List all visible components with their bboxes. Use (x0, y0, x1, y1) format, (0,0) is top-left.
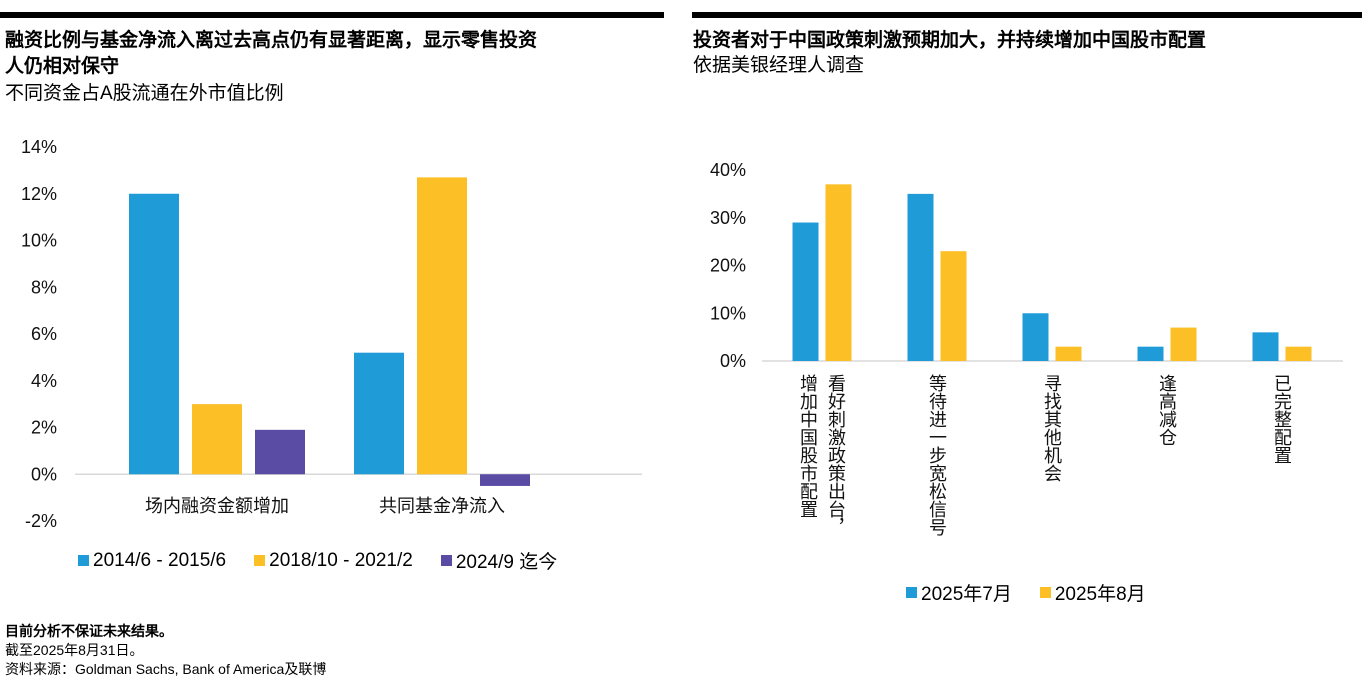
left-bar-chart: 14% 12% 10% 8% 6% 4% 2% 0% -2% 场内融资金额增加 共同基金净流入 (21, 137, 642, 531)
left-legend-item: 2018/10 - 2021/2 (254, 550, 413, 572)
left-legend-item: 2014/6 - 2015/6 (78, 550, 226, 572)
bar (792, 222, 819, 361)
y-tick-label: -2% (25, 511, 57, 531)
y-tick-label: 10% (710, 303, 746, 323)
source-note: 资料来源：Goldman Sachs, Bank of America及联博 (5, 661, 327, 677)
left-top-rule (0, 12, 664, 18)
footnotes: 目前分析不保证未来结果。 截至2025年8月31日。 资料来源：Goldman … (5, 622, 326, 679)
right-chart-title: 投资者对于中国政策刺激预期加大，并持续增加中国股市配置 (693, 30, 1207, 51)
x-category-label: 共同基金净流入 (379, 496, 505, 516)
legend-swatch (254, 555, 266, 566)
right-chart-subtitle: 依据美银经理人调查 (693, 55, 865, 76)
legend-label: 2018/10 - 2021/2 (269, 549, 413, 571)
y-tick-label: 4% (31, 371, 57, 391)
bar (825, 184, 852, 361)
bar (354, 352, 404, 475)
bar (1252, 332, 1279, 361)
y-tick-label: 0% (31, 464, 57, 484)
as-of-note: 截至2025年8月31日。 (5, 642, 144, 658)
right-legend: 2025年7月 2025年8月 (906, 579, 1174, 606)
left-title-line-2: 人仍相对保守 (5, 56, 120, 77)
legend-swatch (1039, 587, 1051, 598)
y-tick-label: 10% (21, 231, 57, 251)
x-category-label: 增加中国股市配置 (798, 374, 818, 518)
bar (129, 193, 179, 475)
y-tick-label: 6% (31, 324, 57, 344)
bar (1022, 313, 1049, 361)
legend-label: 2025年8月 (1054, 584, 1146, 605)
legend-swatch (440, 555, 452, 566)
disclaimer-note: 目前分析不保证未来结果。 (5, 623, 173, 639)
legend-label: 2014/6 - 2015/6 (93, 549, 227, 571)
right-legend-item: 2025年8月 (1039, 579, 1146, 606)
y-tick-label: 8% (31, 277, 57, 297)
x-category-label: 等待进一步宽松信号 (927, 374, 947, 536)
bar (1137, 346, 1164, 361)
right-bar-chart: 40% 30% 20% 10% 0% (710, 160, 1343, 371)
legend-swatch (78, 555, 89, 566)
left-legend-item: 2024/9 迄今 (440, 547, 558, 574)
y-tick-label: 14% (21, 137, 57, 157)
right-legend-item: 2025年7月 (906, 579, 1012, 606)
bar (192, 404, 242, 475)
left-chart-title: 融资比例与基金净流入离过去高点仍有显著距离，显示零售投资 人仍相对保守 (5, 28, 665, 80)
bar (907, 193, 934, 361)
legend-label: 2024/9 迄今 (455, 552, 558, 573)
bar (255, 429, 305, 475)
bar (1170, 327, 1197, 361)
y-tick-label: 12% (21, 184, 57, 204)
left-title-line-1: 融资比例与基金净流入离过去高点仍有显著距离，显示零售投资 (5, 30, 538, 51)
y-tick-label: 30% (710, 208, 746, 228)
x-category-label: 逢高减仓 (1157, 374, 1177, 446)
x-category-label: 已完整配置 (1272, 374, 1292, 464)
bar (480, 474, 530, 486)
bar (1055, 346, 1082, 361)
bar (1285, 346, 1312, 361)
left-legend: 2014/6 - 2015/6 2018/10 - 2021/2 2024/9 迄今 (78, 547, 585, 574)
right-top-rule (692, 12, 1362, 18)
legend-swatch (906, 587, 917, 598)
bar (417, 177, 467, 475)
x-category-label: 寻找其他机会 (1042, 374, 1062, 482)
x-category-label: 场内融资金额增加 (145, 496, 289, 516)
x-category-label: 看好刺激政策出台， (826, 374, 846, 536)
y-tick-label: 0% (720, 351, 746, 371)
y-tick-label: 40% (710, 160, 746, 180)
y-tick-label: 20% (710, 256, 746, 276)
left-chart-subtitle: 不同资金占A股流通在外市值比例 (5, 83, 284, 104)
bar (940, 251, 967, 361)
y-tick-label: 2% (31, 418, 57, 438)
legend-label: 2025年7月 (921, 584, 1012, 605)
